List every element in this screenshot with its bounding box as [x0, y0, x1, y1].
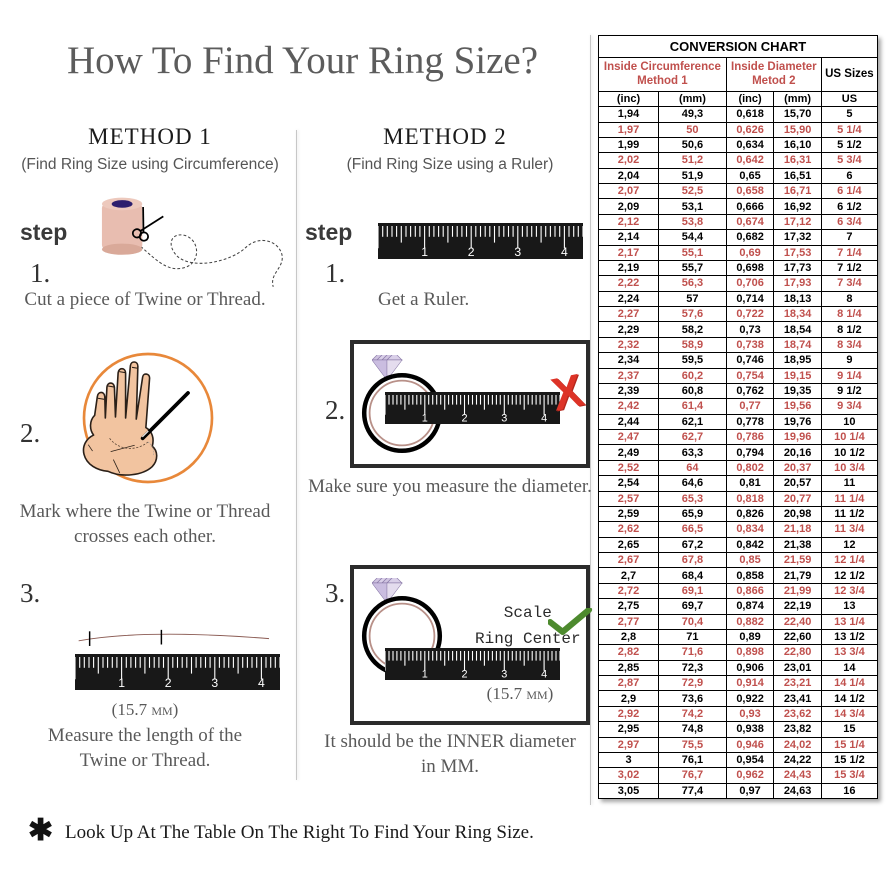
svg-text:3: 3 — [514, 245, 521, 259]
svg-text:3: 3 — [211, 676, 218, 690]
svg-text:1: 1 — [118, 676, 125, 690]
svg-text:4: 4 — [258, 676, 265, 690]
svg-text:3: 3 — [501, 668, 507, 680]
svg-text:2: 2 — [468, 245, 475, 259]
svg-text:4: 4 — [561, 245, 568, 259]
svg-text:4: 4 — [541, 412, 547, 424]
svg-text:2: 2 — [165, 676, 172, 690]
svg-text:2: 2 — [461, 412, 467, 424]
svg-text:1: 1 — [421, 245, 428, 259]
svg-text:3: 3 — [501, 412, 507, 424]
svg-text:1: 1 — [422, 668, 428, 680]
svg-text:1: 1 — [422, 412, 428, 424]
svg-text:2: 2 — [461, 668, 467, 680]
svg-text:4: 4 — [541, 668, 547, 680]
